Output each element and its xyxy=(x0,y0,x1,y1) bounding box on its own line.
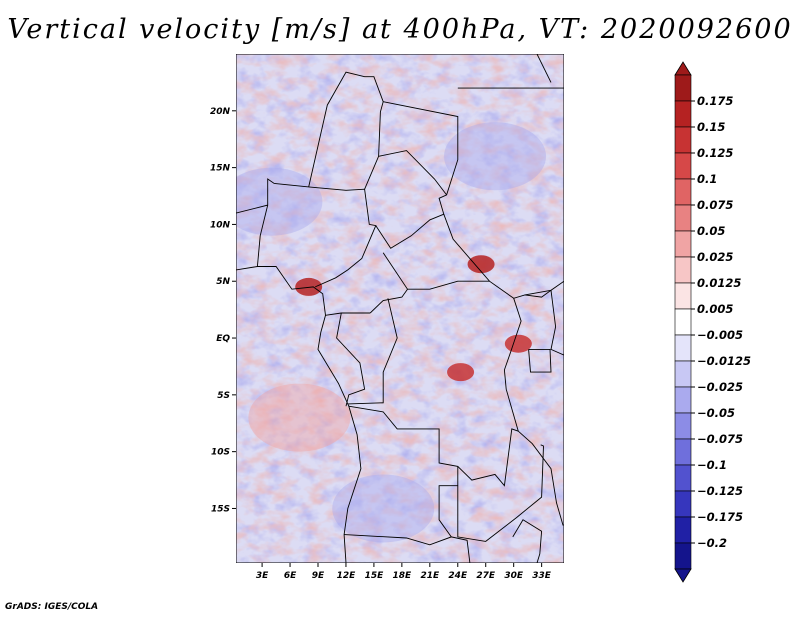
plot-area xyxy=(236,54,564,563)
colorbar-swatch-6 xyxy=(674,230,692,258)
colorbar-label-0: 0.175 xyxy=(697,94,733,108)
country-border-19 xyxy=(524,289,564,356)
country-border-8 xyxy=(369,288,408,314)
x-tick-label-1: 6E xyxy=(284,571,297,581)
x-tick-label-9: 30E xyxy=(504,571,524,581)
colorbar-swatch-9 xyxy=(674,308,692,336)
y-tick-label-5: 5S xyxy=(217,391,230,401)
colorbar-swatch-16 xyxy=(674,490,692,518)
colorbar: 0.175 0.15 0.125 0.1 0.075 0.05 0.025 0.0125 0.0… xyxy=(674,61,751,583)
x-tick-label-4: 15E xyxy=(365,571,385,581)
colorbar-label-5: 0.05 xyxy=(697,224,725,238)
country-border-21 xyxy=(518,430,564,526)
x-tick-label-2: 9E xyxy=(312,571,325,581)
colorbar-bottom-arrow xyxy=(674,568,692,583)
colorbar-swatch-4 xyxy=(674,178,692,206)
country-border-5 xyxy=(378,150,447,196)
colorbar-label-11: −0.025 xyxy=(697,380,743,394)
grads-credit: GrADS: IGES/COLA xyxy=(5,602,99,612)
colorbar-label-6: 0.025 xyxy=(697,250,733,264)
colorbar-label-4: 0.075 xyxy=(697,198,733,212)
x-tick-label-7: 24E xyxy=(448,571,468,581)
colorbar-label-13: −0.075 xyxy=(697,432,743,446)
colorbar-swatch-7 xyxy=(674,256,692,284)
colorbar-swatch-10 xyxy=(674,334,692,362)
colorbar-label-3: 0.1 xyxy=(697,172,717,186)
country-border-15 xyxy=(503,298,522,432)
colorbar-label-17: −0.2 xyxy=(697,536,727,550)
colorbar-label-15: −0.125 xyxy=(697,484,743,498)
colorbar-swatch-13 xyxy=(674,412,692,440)
x-tick-label-6: 21E xyxy=(420,571,440,581)
country-border-4 xyxy=(383,101,564,299)
field-feature-4 xyxy=(248,383,351,452)
colorbar-swatch-5 xyxy=(674,204,692,232)
axis-ticks: 3E 6E 9E 12E 15E 18E 21E 24E 27E 30E 33E 20N 15N 10N 5… xyxy=(210,107,552,581)
colorbar-label-8: 0.005 xyxy=(697,302,733,316)
y-tick-label-0: 20N xyxy=(210,107,231,117)
colorbar-label-7: 0.0125 xyxy=(697,276,741,290)
field-feature-3 xyxy=(504,334,532,353)
colorbar-swatch-1 xyxy=(674,100,692,128)
y-tick-label-4: EQ xyxy=(216,334,230,344)
colorbar-label-9: −0.005 xyxy=(697,328,743,342)
y-tick-label-1: 15N xyxy=(210,164,231,174)
country-border-11 xyxy=(347,298,398,405)
field-feature-2 xyxy=(447,363,475,382)
x-tick-label-5: 18E xyxy=(393,571,413,581)
field-texture xyxy=(236,54,564,563)
colorbar-label-1: 0.15 xyxy=(697,120,725,134)
field-feature-1 xyxy=(467,255,495,274)
field-feature-0 xyxy=(295,277,323,296)
colorbar-label-12: −0.05 xyxy=(697,406,735,420)
colorbar-label-10: −0.0125 xyxy=(697,354,751,368)
colorbar-swatch-15 xyxy=(674,464,692,492)
y-tick-label-6: 10S xyxy=(211,448,230,458)
colorbar-swatch-3 xyxy=(674,152,692,180)
country-border-0 xyxy=(236,266,362,563)
y-tick-label-3: 5N xyxy=(216,277,230,287)
country-border-14 xyxy=(457,444,544,542)
chart-title: Vertical velocity [m/s] at 400hPa, VT: 2… xyxy=(7,14,793,45)
country-border-12 xyxy=(348,405,459,538)
country-border-6 xyxy=(375,213,444,249)
field-feature-7 xyxy=(332,474,435,543)
colorbar-swatch-0 xyxy=(674,74,692,102)
x-tick-label-3: 12E xyxy=(337,571,357,581)
country-border-13 xyxy=(457,428,519,487)
x-tick-label-8: 27E xyxy=(476,571,496,581)
field-feature-6 xyxy=(236,167,323,236)
colorbar-top-arrow xyxy=(674,61,692,76)
colorbar-swatch-18 xyxy=(674,542,692,570)
colorbar-swatch-14 xyxy=(674,438,692,466)
colorbar-label-2: 0.125 xyxy=(697,146,733,160)
field-feature-5 xyxy=(444,122,547,191)
colorbar-swatch-2 xyxy=(674,126,692,154)
y-tick-label-7: 15S xyxy=(211,504,230,514)
country-border-16 xyxy=(344,534,471,563)
country-border-18 xyxy=(536,54,552,83)
colorbar-label-16: −0.175 xyxy=(697,510,743,524)
x-tick-label-10: 33E xyxy=(532,571,552,581)
country-border-10 xyxy=(336,312,366,407)
y-tick-label-2: 10N xyxy=(210,220,231,230)
country-border-22 xyxy=(512,519,543,563)
colorbar-label-14: −0.1 xyxy=(697,458,727,472)
country-border-20 xyxy=(528,348,552,373)
x-tick-label-0: 3E xyxy=(256,571,269,581)
colorbar-swatch-17 xyxy=(674,516,692,544)
colorbar-swatch-12 xyxy=(674,386,692,414)
colorbar-swatch-11 xyxy=(674,360,692,388)
country-border-7 xyxy=(382,252,490,290)
country-border-3 xyxy=(308,71,384,190)
country-border-2 xyxy=(256,204,269,267)
colorbar-swatch-8 xyxy=(674,282,692,310)
